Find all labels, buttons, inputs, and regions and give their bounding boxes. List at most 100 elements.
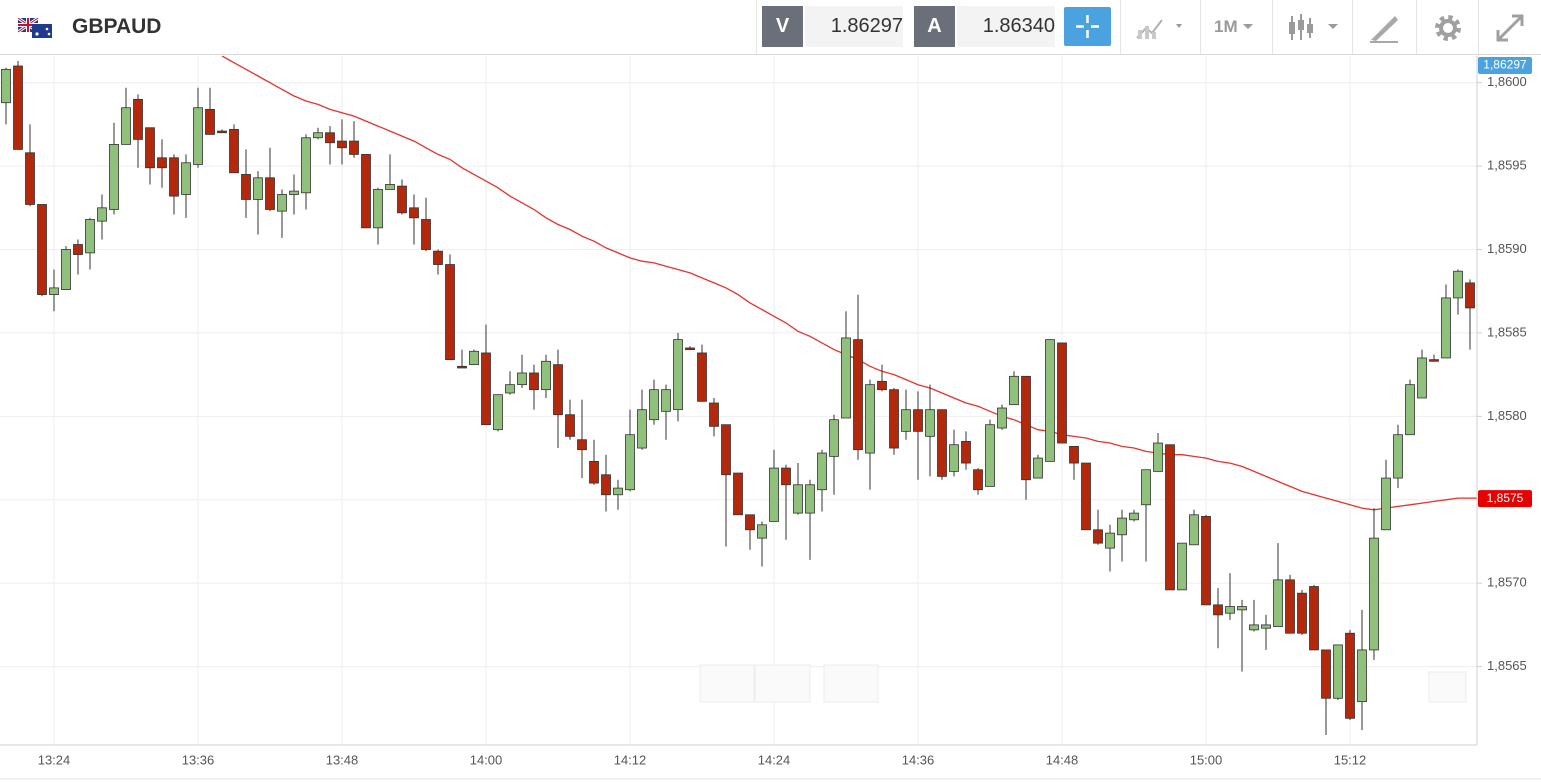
candle-body [913, 409, 923, 432]
candle-body [1297, 592, 1307, 634]
candle-body [661, 389, 671, 412]
candle-body [1405, 384, 1415, 436]
candle-body [1417, 357, 1427, 399]
y-tick-label: 1,8590 [1487, 241, 1527, 256]
x-tick-label: 14:00 [470, 752, 503, 767]
candle-body [973, 469, 983, 491]
candle-body [505, 384, 515, 394]
fullscreen-button[interactable] [1494, 12, 1526, 44]
candle-body [601, 474, 611, 496]
candle-body [793, 484, 803, 514]
timeframe-arrow[interactable] [1240, 14, 1260, 42]
candle-body [829, 419, 839, 457]
candle-body [1453, 270, 1463, 299]
candle-body [361, 154, 371, 229]
candle-body [1129, 512, 1139, 521]
candle-body [937, 409, 947, 477]
candle-body [217, 130, 227, 134]
candle-body [1009, 375, 1019, 406]
candle-body [745, 514, 755, 531]
candle-body [181, 162, 191, 195]
sell-label[interactable]: V [762, 6, 803, 47]
x-tick-label: 14:12 [614, 752, 647, 767]
candle-body [1273, 579, 1283, 627]
candle-body [457, 365, 467, 369]
candle-body [349, 140, 359, 155]
settings-button[interactable] [1432, 12, 1464, 44]
zoom-button[interactable] [754, 664, 811, 703]
candle-body [613, 487, 623, 496]
candle-body [445, 264, 455, 361]
moving-average-line [221, 56, 1470, 511]
candle-body [289, 190, 299, 195]
buy-price[interactable]: 1.86340 [957, 6, 1055, 47]
x-tick-label: 13:36 [182, 752, 215, 767]
y-tick-label: 1,8565 [1487, 658, 1527, 673]
candle-body [157, 157, 167, 169]
candle-body [841, 337, 851, 419]
price-tag [1478, 57, 1532, 74]
crosshair-button[interactable] [1064, 7, 1111, 46]
sell-price[interactable]: 1.86297 [805, 6, 903, 47]
timeframe[interactable]: 1M [1214, 17, 1238, 36]
candle-body [541, 360, 551, 391]
candle-body [325, 132, 335, 144]
grid [0, 56, 1477, 745]
candle-body [1441, 297, 1451, 359]
candle-body [169, 157, 179, 197]
candle-body [241, 174, 251, 200]
candle-body [1429, 359, 1439, 362]
candle-body [925, 409, 935, 437]
scroll-button[interactable] [823, 664, 879, 703]
candle-body [1321, 649, 1331, 699]
candle-body [997, 407, 1007, 429]
candle-body [901, 409, 911, 432]
candle-body [565, 414, 575, 437]
x-tick-label: 13:48 [326, 752, 359, 767]
reset-button[interactable] [1428, 671, 1467, 703]
toolbar: GBPAUD V 1.86297 A 1.86340 1M [0, 0, 1541, 55]
candle-body [757, 524, 767, 539]
candle-body [85, 219, 95, 254]
candle-body [865, 384, 875, 454]
candle-body [25, 152, 35, 205]
indicator-button[interactable] [1134, 14, 1192, 42]
buy-label[interactable]: A [914, 6, 955, 47]
x-tick-label: 14:24 [758, 752, 791, 767]
candle-body [589, 460, 599, 484]
candle-body [433, 250, 443, 265]
candle-body [1177, 542, 1187, 591]
candle-body [1369, 537, 1379, 651]
x-tick-label: 14:36 [902, 752, 935, 767]
chart-type-button[interactable] [1286, 12, 1344, 44]
x-tick-label: 15:00 [1190, 752, 1223, 767]
candle-body [493, 394, 503, 431]
candle-body [625, 434, 635, 491]
candle-body [649, 389, 659, 421]
candle-body [133, 98, 143, 140]
candle-body [685, 347, 695, 351]
candle-body [301, 137, 311, 194]
candle-body [733, 472, 743, 516]
candle-body [577, 439, 587, 451]
draw-button[interactable] [1368, 12, 1400, 44]
candle-body [817, 452, 827, 491]
candle-body [1285, 579, 1295, 634]
candle-body [673, 339, 683, 411]
price-tag [1478, 490, 1532, 508]
candle-body [1393, 434, 1403, 479]
candle-body [1021, 375, 1031, 481]
zoom-button[interactable] [699, 664, 755, 703]
candle-body [805, 484, 815, 514]
candle-body [1069, 445, 1079, 464]
separator [1120, 0, 1121, 54]
x-tick-label: 15:12 [1334, 752, 1367, 767]
candle-body [1309, 586, 1319, 651]
price-tag-label: 1,86297 [1483, 58, 1527, 72]
separator [1200, 0, 1201, 54]
candle-body [709, 402, 719, 427]
candle-body [37, 204, 47, 295]
candle-body [109, 144, 119, 210]
